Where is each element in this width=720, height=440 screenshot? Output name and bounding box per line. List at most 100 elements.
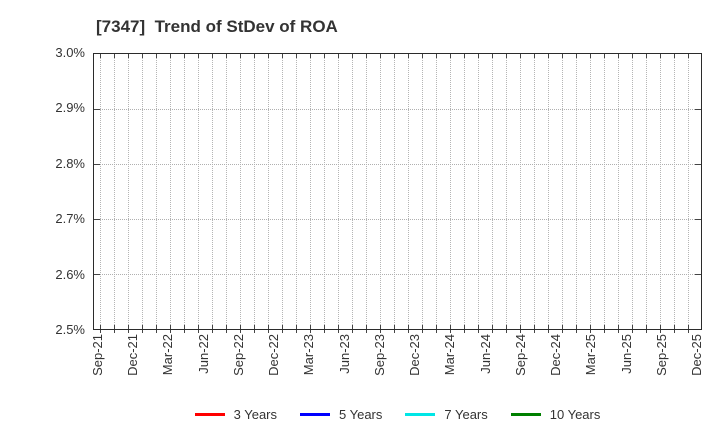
x-tick-mark-top [366,54,367,58]
x-tick-mark-top [156,54,157,58]
x-tick-mark-bottom-inside [254,325,255,329]
x-tick-mark-top [590,54,591,58]
x-tick-mark-bottom-inside [520,325,521,329]
x-tick-mark-bottom-inside [212,325,213,329]
legend-label: 7 Years [444,406,488,422]
x-tick-mark-bottom-outside [548,330,549,333]
x-tick-mark-top [170,54,171,58]
x-tick-mark-bottom-outside [604,330,605,333]
legend-label: 10 Years [549,406,601,422]
gridline-vertical [632,54,633,329]
x-tick-mark-bottom-inside [352,325,353,329]
x-tick-mark-bottom-inside [660,325,661,329]
legend-label: 5 Years [339,406,383,422]
x-tick-mark-bottom-inside [450,325,451,329]
y-tick-label: 2.6% [55,267,85,282]
x-tick-mark-top [226,54,227,58]
legend-line-swatch [300,412,330,416]
x-tick-mark-bottom-outside [632,330,633,333]
gridline-vertical [520,54,521,329]
gridline-vertical [156,54,157,329]
x-tick-mark-bottom-outside [520,330,521,333]
x-tick-mark-bottom-inside [198,325,199,329]
plot-area [93,53,702,333]
x-tick-mark-top [436,54,437,58]
x-tick-mark-bottom-outside [100,330,101,333]
gridline-vertical [338,54,339,329]
y-tick-label: 2.9% [55,100,85,115]
gridline-vertical [212,54,213,329]
gridline-vertical [142,54,143,329]
x-tick-label: Mar-25 [583,334,598,376]
x-tick-mark-bottom-outside [646,330,647,333]
y-tick-mark-right [695,109,701,110]
x-tick-mark-bottom-outside [128,330,129,333]
chart-title: [7347] Trend of StDev of ROA [96,17,338,36]
x-tick-label: Dec-21 [125,334,140,376]
y-tick-mark-right [695,274,701,275]
gridline-vertical [506,54,507,329]
x-tick-label: Mar-22 [160,334,175,376]
gridline-vertical [478,54,479,329]
x-tick-mark-bottom-outside [310,330,311,333]
x-tick-mark-top [450,54,451,58]
gridline-vertical [576,54,577,329]
x-tick-mark-bottom-inside [100,325,101,329]
gridline-vertical [660,54,661,329]
x-tick-mark-top [114,54,115,58]
x-tick-mark-bottom-outside [184,330,185,333]
x-tick-mark-bottom-outside [674,330,675,333]
x-tick-mark-bottom-outside [268,330,269,333]
gridline-vertical [450,54,451,329]
gridline-vertical [394,54,395,329]
x-tick-mark-top [604,54,605,58]
x-tick-mark-top [184,54,185,58]
legend-item-7-years: 7 Years [405,406,488,422]
gridline-vertical [408,54,409,329]
x-tick-mark-bottom-outside [506,330,507,333]
x-tick-label: Dec-24 [548,334,563,376]
x-tick-mark-bottom-outside [576,330,577,333]
x-tick-mark-bottom-outside [688,330,689,333]
x-tick-label: Mar-24 [442,334,457,376]
x-tick-mark-bottom-outside [240,330,241,333]
gridline-vertical [240,54,241,329]
legend-item-3-years: 3 Years [194,407,277,422]
x-tick-mark-bottom-inside [170,325,171,329]
x-tick-mark-bottom-outside [618,330,619,333]
x-tick-mark-bottom-outside [590,330,591,333]
gridline-horizontal [94,219,701,220]
x-tick-mark-bottom-inside [338,325,339,329]
x-tick-label: Sep-23 [372,334,387,376]
x-tick-mark-bottom-outside [478,330,479,333]
gridline-vertical [380,54,381,329]
gridline-vertical [254,54,255,329]
x-tick-mark-bottom-inside [408,325,409,329]
x-tick-mark-bottom-outside [338,330,339,333]
x-tick-mark-bottom-inside [436,325,437,329]
x-tick-mark-top [618,54,619,58]
x-tick-mark-bottom-inside [506,325,507,329]
x-tick-mark-top [506,54,507,58]
x-tick-mark-top [394,54,395,58]
x-tick-mark-bottom-inside [142,325,143,329]
y-tick-mark-right [695,219,701,220]
gridline-vertical [534,54,535,329]
x-tick-mark-top [408,54,409,58]
y-tick-mark-left [94,219,100,220]
x-tick-mark-top [520,54,521,58]
legend: 3 Years 5 Years 7 Years 10 Years [93,405,702,423]
gridline-vertical [548,54,549,329]
x-tick-mark-bottom-inside [156,325,157,329]
x-tick-mark-bottom-inside [548,325,549,329]
x-tick-mark-top [646,54,647,58]
gridline-vertical [100,54,101,329]
x-tick-mark-bottom-outside [282,330,283,333]
x-tick-mark-bottom-outside [464,330,465,333]
x-tick-mark-top [534,54,535,58]
x-tick-label: Dec-22 [266,334,281,376]
x-tick-mark-bottom-inside [324,325,325,329]
x-tick-mark-top [310,54,311,58]
gridline-vertical [366,54,367,329]
gridline-vertical [128,54,129,329]
